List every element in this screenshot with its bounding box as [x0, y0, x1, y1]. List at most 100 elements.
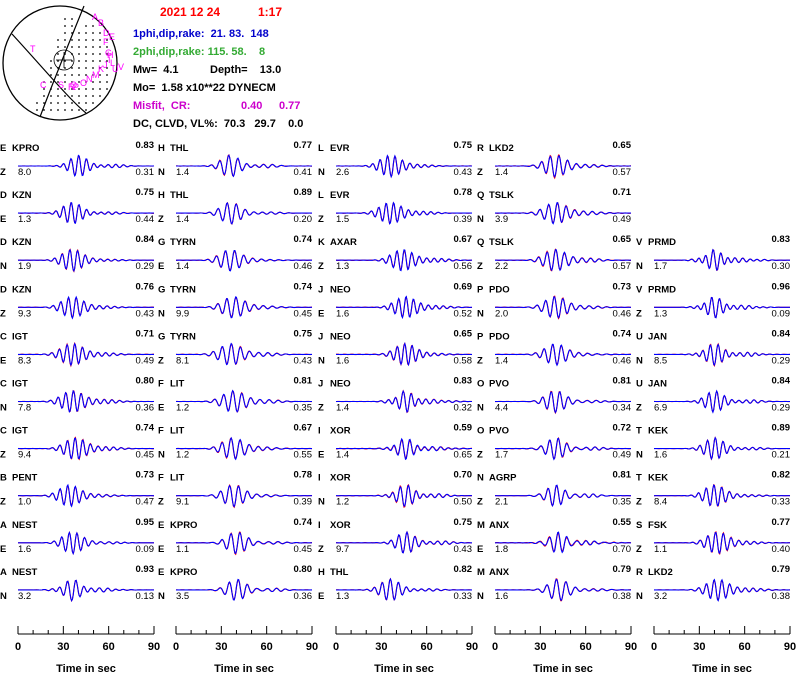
station-letter: I [318, 520, 321, 531]
cr-value: 0.77 [279, 100, 300, 112]
compression-dot [78, 60, 80, 62]
event-time: 1:17 [258, 5, 282, 19]
station-name: THL [170, 190, 189, 201]
variance-value: 0.33 [454, 591, 473, 602]
component-letter: E [318, 450, 324, 461]
compression-dot [43, 88, 45, 90]
time-shift-value: 1.7 [495, 450, 508, 461]
time-shift-value: 1.4 [336, 403, 349, 414]
time-shift-value: 1.4 [495, 167, 508, 178]
correlation-value: 0.82 [772, 470, 791, 481]
waveform-panel: D KZN 0.76 Z 9.3 0.43 [0, 281, 155, 320]
component-letter: E [0, 214, 6, 225]
time-shift-value: 1.4 [176, 261, 189, 272]
time-shift-value: 1.4 [176, 167, 189, 178]
synthetic-waveform [18, 295, 154, 320]
station-letter: C [0, 426, 7, 437]
waveform-panels: E KPRO 0.83Z 8.0 0.31D KZN 0.75E 1.3 0.44D KZN 0.8… [0, 140, 791, 603]
component-letter: Z [0, 497, 6, 508]
axis-tick-label: 60 [421, 641, 433, 653]
axis-tick-label: 60 [580, 641, 592, 653]
station-letter: C [0, 379, 7, 390]
beachball-station-label: F [103, 37, 109, 47]
component-letter: E [477, 544, 483, 555]
compression-dot [71, 46, 73, 48]
compression-dot [64, 102, 66, 104]
variance-value: 0.41 [294, 167, 313, 178]
correlation-value: 0.74 [613, 328, 632, 339]
component-letter: N [318, 167, 325, 178]
compression-dot [85, 39, 87, 41]
variance-value: 0.65 [454, 450, 473, 461]
time-shift-value: 9.9 [176, 308, 189, 319]
compression-dot [71, 60, 73, 62]
misfit-label: Misfit, CR: [133, 100, 190, 112]
compression-dot [71, 81, 73, 83]
component-letter: N [477, 591, 484, 602]
component-letter: E [158, 544, 164, 555]
synthetic-waveform [336, 295, 472, 320]
compression-dot [78, 67, 80, 69]
axis-tick-label: 90 [466, 641, 478, 653]
station-name: PVO [489, 379, 509, 390]
compression-dot [106, 46, 108, 48]
compression-dot [50, 60, 52, 62]
compression-dot [50, 67, 52, 69]
correlation-value: 0.83 [136, 140, 155, 151]
compression-dot [64, 109, 66, 111]
station-name: XOR [330, 473, 351, 484]
time-shift-value: 3.5 [176, 591, 189, 602]
axis-title: Time in sec [374, 663, 434, 675]
time-shift-value: 2.6 [336, 167, 349, 178]
station-name: LKD2 [648, 567, 673, 578]
synthetic-waveform [18, 483, 154, 508]
compression-dot [99, 53, 101, 55]
station-letter: A [0, 520, 7, 531]
compression-dot [57, 60, 59, 62]
correlation-value: 0.74 [136, 423, 155, 434]
compression-dot [57, 81, 59, 83]
station-letter: A [0, 567, 7, 578]
station-name: NEO [330, 379, 351, 390]
correlation-value: 0.69 [454, 281, 473, 292]
time-shift-value: 8.0 [18, 167, 31, 178]
synthetic-waveform [18, 248, 154, 273]
station-name: XOR [330, 426, 351, 437]
waveform-panel: H THL 0.89 Z 1.4 0.20 [158, 187, 312, 225]
axis-tick-label: 60 [103, 641, 115, 653]
station-letter: K [318, 237, 325, 248]
waveform-panel: J NEO 0.69 E 1.6 0.52 [318, 281, 473, 320]
component-letter: N [477, 308, 484, 319]
component-letter: N [0, 591, 7, 602]
compression-dot [36, 109, 38, 111]
station-name: EVR [330, 190, 350, 201]
seismic-moment: Mo= 1.58 x10**22 DYNECM [133, 82, 276, 94]
correlation-value: 0.74 [294, 234, 313, 245]
beachball-station-label: C [40, 80, 47, 90]
compression-dot [78, 95, 80, 97]
component-letter: Z [318, 261, 324, 272]
compression-dot [57, 53, 59, 55]
time-shift-value: 1.6 [654, 450, 667, 461]
correlation-value: 0.80 [294, 564, 313, 575]
synthetic-waveform [18, 531, 154, 556]
time-axis: 0 30 60 90 Time in sec [15, 626, 160, 675]
waveform-panel: C IGT 0.80 N 7.8 0.36 [0, 376, 155, 414]
time-axes: 0 30 60 90 Time in sec 0 30 60 90 Time in sec 0 30 6… [15, 626, 796, 675]
component-letter: N [318, 355, 325, 366]
compression-dot [106, 81, 108, 83]
station-letter: I [318, 473, 321, 484]
compression-dot [92, 39, 94, 41]
station-name: NEO [330, 331, 351, 342]
synthetic-waveform [336, 154, 472, 179]
station-letter: O [477, 379, 484, 390]
waveform-panel: R LKD2 0.79 N 3.2 0.38 [636, 564, 791, 602]
component-letter: E [158, 403, 164, 414]
waveform-panel: G TYRN 0.75 Z 8.1 0.43 [158, 328, 313, 366]
correlation-value: 0.75 [454, 140, 473, 151]
synthetic-waveform [654, 296, 790, 319]
correlation-value: 0.75 [294, 328, 313, 339]
correlation-value: 0.93 [136, 564, 155, 575]
synthetic-waveform [495, 484, 631, 508]
synthetic-waveform [495, 437, 631, 461]
